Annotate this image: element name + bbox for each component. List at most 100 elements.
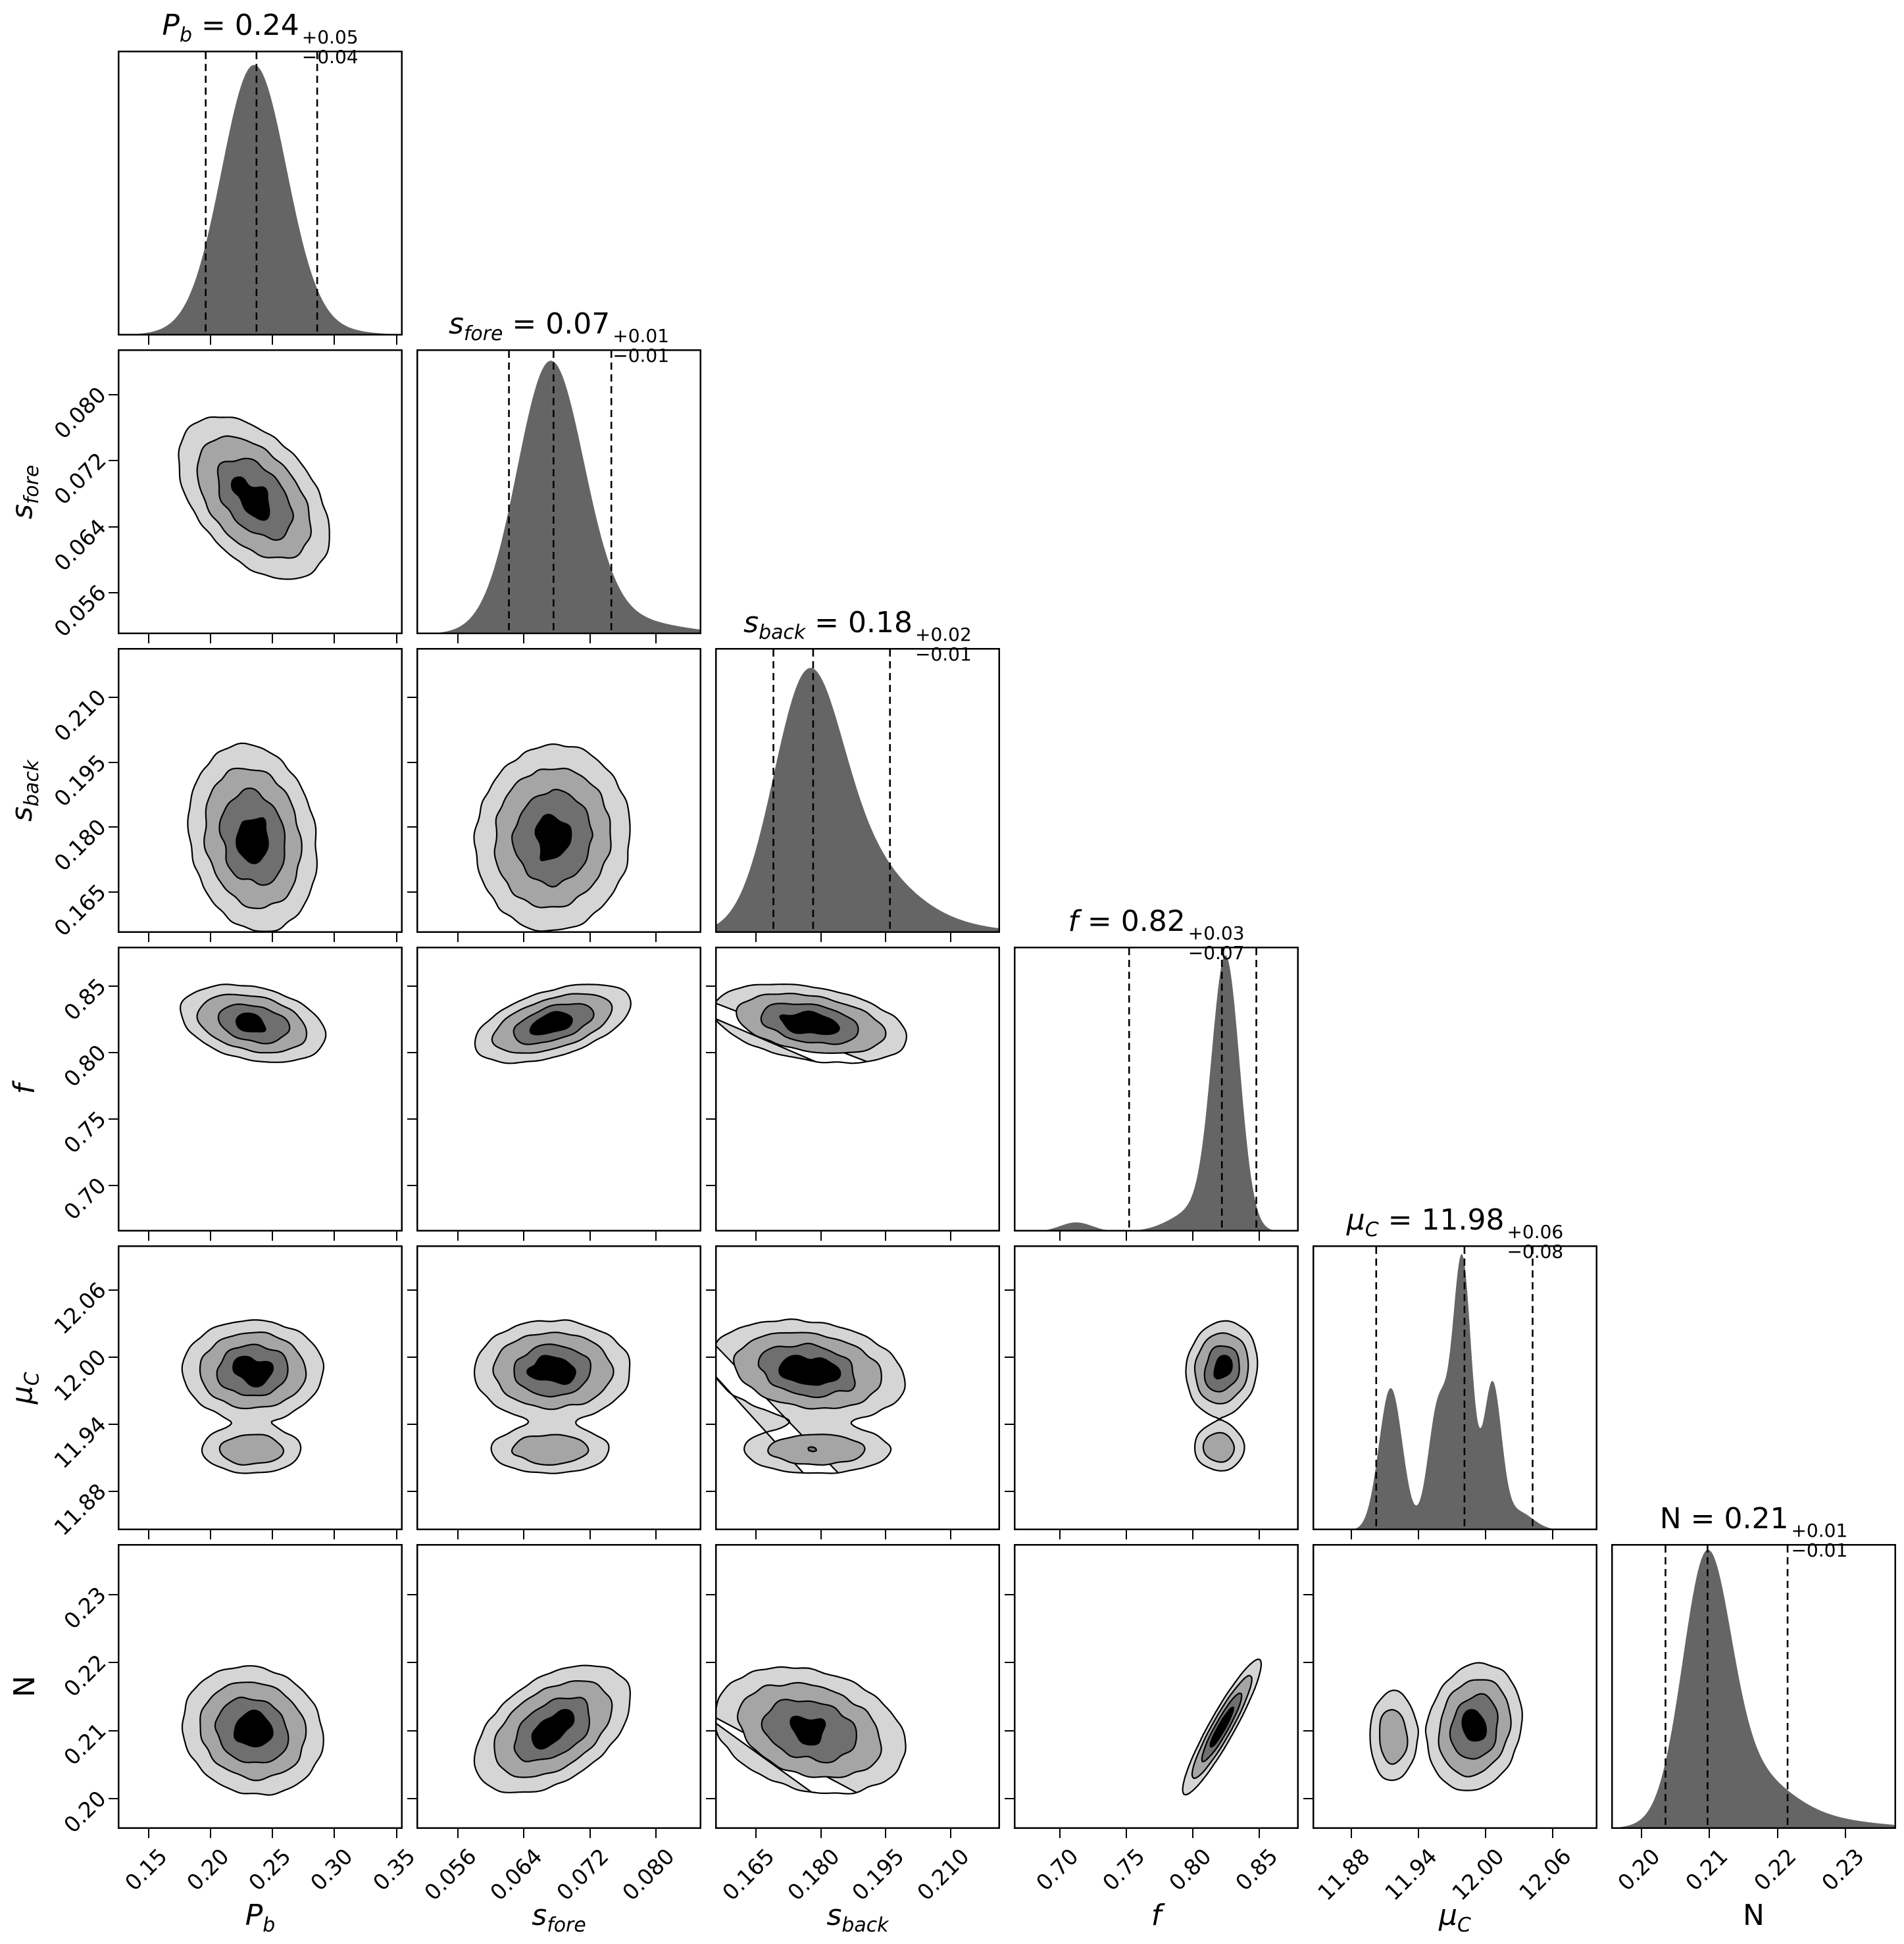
x-tick-pb-1 <box>210 933 212 942</box>
x-tick-sfore-0 <box>457 1530 459 1539</box>
x-tick-sfore-1 <box>523 1829 525 1838</box>
x-tick-n-1 <box>1709 1829 1711 1838</box>
y-tick-f-0 <box>706 1184 715 1186</box>
x-tick-muc-2 <box>1485 1829 1487 1838</box>
y-tick-n-0 <box>407 1797 416 1799</box>
x-tick-sback-2 <box>885 1829 887 1838</box>
contour-plot-f-vs-pb <box>118 947 403 1232</box>
contour-plot-sback-vs-pb <box>118 648 403 933</box>
y-tick-muc-3 <box>1005 1289 1014 1291</box>
y-tick-muc-1 <box>1005 1423 1014 1425</box>
contour-panel-f-vs-sback <box>715 947 1000 1232</box>
y-tick-muc-2 <box>407 1356 416 1358</box>
x-tick-pb-1 <box>210 1232 212 1241</box>
x-tick-sfore-2 <box>589 933 591 942</box>
x-tick-sfore-0 <box>457 1829 459 1838</box>
y-tick-n-1 <box>1005 1730 1014 1732</box>
y-tick-f-2 <box>109 1052 118 1054</box>
contour-plot-n-vs-pb <box>118 1544 403 1829</box>
x-tick-muc-1 <box>1418 1530 1420 1539</box>
x-tick-sfore-0 <box>457 1232 459 1241</box>
x-tick-pb-3 <box>334 1829 336 1838</box>
x-tick-pb-0 <box>148 634 150 643</box>
x-tick-f-1 <box>1126 1530 1128 1539</box>
y-tick-sback-0 <box>407 891 416 893</box>
contour-panel-sfore-vs-pb <box>118 349 403 634</box>
x-tick-sback-2 <box>885 1530 887 1539</box>
x-tick-label-pb-1: 0.20 <box>182 1843 234 1896</box>
x-tick-sback-2 <box>885 933 887 942</box>
y-tick-label-sback-0: 0.165 <box>49 878 111 941</box>
contour-plot-n-vs-sfore <box>416 1544 701 1829</box>
x-tick-pb-3 <box>334 1232 336 1241</box>
y-tick-label-muc-2: 12.00 <box>49 1344 111 1407</box>
x-tick-pb-1 <box>210 634 212 643</box>
contour-panel-f-vs-pb <box>118 947 403 1232</box>
y-tick-n-2 <box>706 1662 715 1664</box>
title-minus-n: −0.01 <box>1791 1539 1848 1561</box>
y-tick-n-3 <box>109 1594 118 1596</box>
y-tick-muc-3 <box>407 1289 416 1291</box>
title-minus-muc: −0.08 <box>1507 1240 1564 1262</box>
title-plus-sback: +0.02 <box>915 624 972 646</box>
y-tick-label-f-1: 0.75 <box>59 1106 111 1159</box>
x-tick-muc-2 <box>1485 1530 1487 1539</box>
histogram-n <box>1611 1544 1896 1829</box>
panel-title-sback: sback = 0.18 +0.02 −0.01 <box>743 606 972 665</box>
contour-level-3 <box>529 1010 573 1035</box>
title-value-f: 0.82 <box>1120 905 1186 938</box>
y-tick-muc-1 <box>407 1423 416 1425</box>
x-tick-label-sback-1: 0.180 <box>782 1843 845 1906</box>
y-axis-label-f: f <box>3 947 46 1232</box>
x-tick-pb-4 <box>395 336 397 345</box>
y-tick-label-sback-3: 0.210 <box>49 684 111 747</box>
panel-title-f: f = 0.82 +0.03 −0.07 <box>1068 905 1245 964</box>
x-tick-pb-2 <box>272 634 274 643</box>
x-tick-sfore-3 <box>655 1829 657 1838</box>
y-tick-f-3 <box>706 985 715 987</box>
x-tick-f-0 <box>1059 1232 1061 1241</box>
x-tick-label-n-2: 0.22 <box>1748 1843 1801 1896</box>
contour-plot-muc-vs-f <box>1014 1245 1299 1530</box>
x-tick-label-n-3: 0.23 <box>1816 1843 1869 1896</box>
contour-plot-muc-vs-pb <box>118 1245 403 1530</box>
y-axis-label-muc: μC <box>3 1245 46 1530</box>
x-tick-label-sback-3: 0.210 <box>911 1843 974 1906</box>
x-tick-pb-4 <box>395 933 397 942</box>
x-axis-label-pb: Pb <box>245 1899 276 1937</box>
y-tick-f-0 <box>109 1184 118 1186</box>
y-tick-n-0 <box>1303 1797 1313 1799</box>
x-tick-label-n-1: 0.21 <box>1680 1843 1734 1896</box>
panel-title-pb: Pb = 0.24 +0.05 −0.04 <box>162 9 359 68</box>
y-tick-n-3 <box>706 1594 715 1596</box>
x-tick-sfore-3 <box>655 933 657 942</box>
y-axis-label-text-f: f <box>7 1084 41 1095</box>
x-tick-pb-1 <box>210 336 212 345</box>
histogram-sfore <box>416 349 701 634</box>
y-tick-muc-3 <box>706 1289 715 1291</box>
x-tick-sfore-3 <box>655 1530 657 1539</box>
diag-panel-sback <box>715 648 1000 933</box>
y-tick-label-n-1: 0.21 <box>59 1717 111 1770</box>
x-tick-f-3 <box>1258 1232 1260 1241</box>
x-tick-pb-1 <box>210 1829 212 1838</box>
x-tick-pb-2 <box>272 336 274 345</box>
y-tick-label-muc-1: 11.94 <box>49 1410 111 1474</box>
y-tick-muc-2 <box>1005 1356 1014 1358</box>
x-tick-n-3 <box>1844 1829 1846 1838</box>
y-tick-sback-1 <box>109 826 118 828</box>
contour-level-3 <box>236 1012 266 1033</box>
y-tick-f-0 <box>407 1184 416 1186</box>
contour-level-3 <box>230 476 270 521</box>
y-tick-muc-0 <box>1005 1490 1014 1492</box>
histogram-pb <box>118 51 403 336</box>
contour-level-3 <box>779 1010 840 1035</box>
x-tick-pb-2 <box>272 1530 274 1539</box>
x-axis-label-muc: μC <box>1439 1899 1471 1937</box>
x-tick-pb-0 <box>148 933 150 942</box>
contour-level-3 <box>789 1715 826 1746</box>
x-axis-label-sback: sback <box>826 1899 889 1937</box>
y-tick-label-f-3: 0.85 <box>59 973 111 1026</box>
x-tick-sfore-2 <box>589 634 591 643</box>
